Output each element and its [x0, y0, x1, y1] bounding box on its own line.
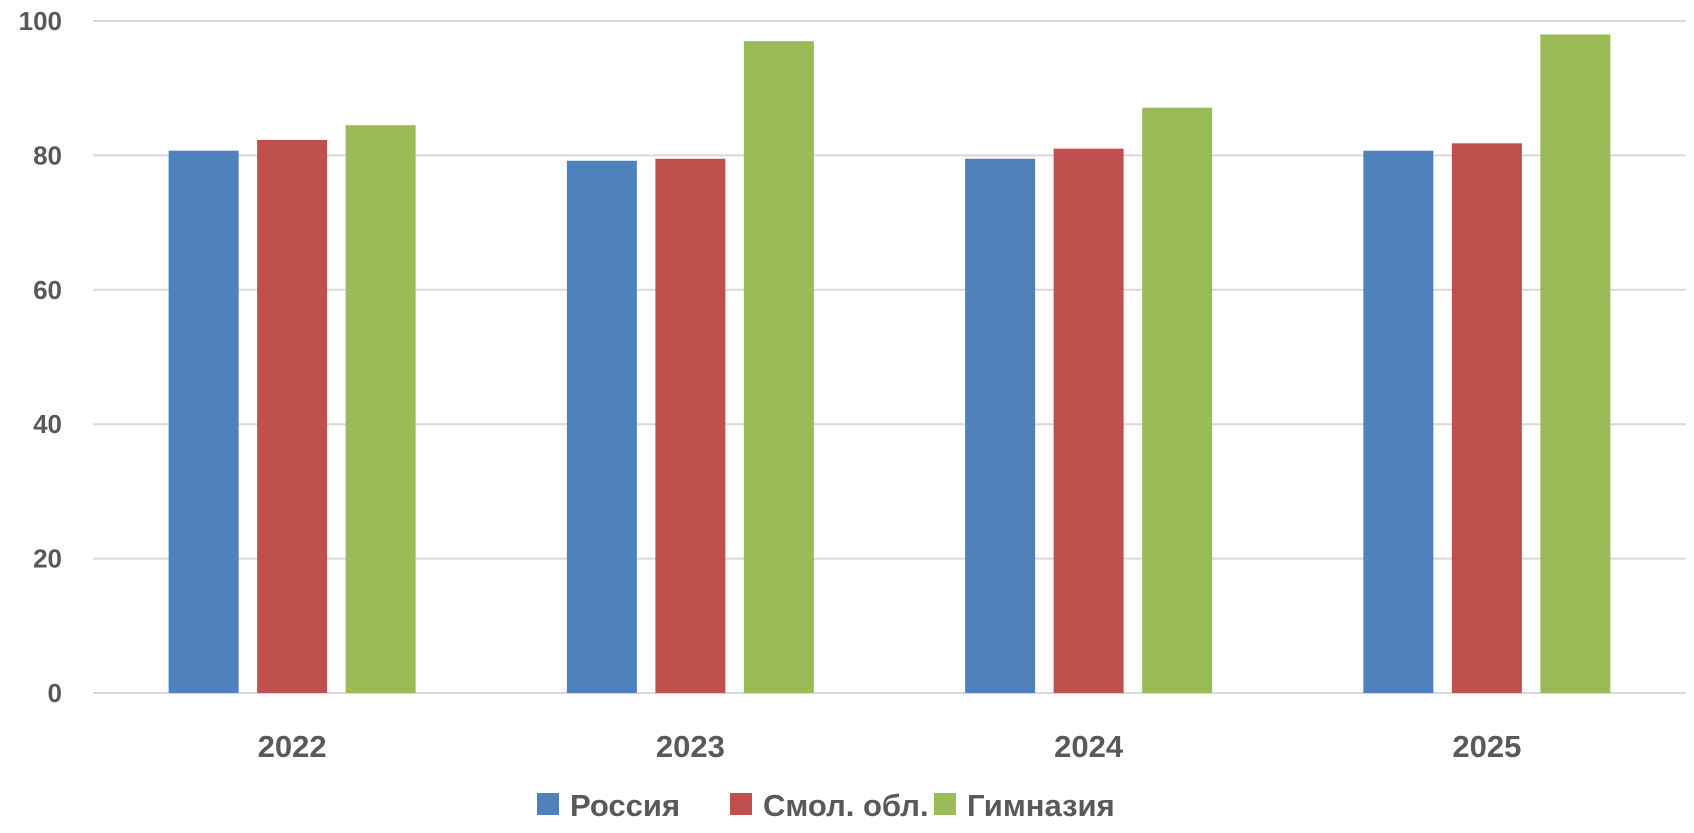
x-tick-label: 2023	[656, 729, 725, 764]
bar-гимназия-2024	[1142, 107, 1213, 694]
y-tick-label: 60	[33, 275, 62, 305]
y-tick-label: 0	[48, 678, 62, 708]
bar-гимназия-2023	[743, 41, 814, 694]
bar-смол-обл--2024	[1053, 148, 1124, 693]
axes: 0 20 40 60 80 100 2022 2023 2024 2025	[19, 6, 1522, 764]
bar-смол-обл--2023	[655, 158, 726, 693]
bar-смол-обл--2022	[257, 139, 328, 694]
legend-swatch	[537, 793, 559, 815]
x-tick-label: 2024	[1054, 729, 1124, 764]
bar-россия-2023	[566, 160, 637, 693]
bar-россия-2022	[168, 150, 239, 694]
y-tick-label: 40	[33, 409, 62, 439]
x-tick-label: 2025	[1452, 729, 1521, 764]
legend-label: Россия	[570, 788, 680, 823]
y-tick-label: 100	[19, 6, 62, 36]
bars	[168, 34, 1611, 694]
y-tick-label: 20	[33, 544, 62, 574]
gridlines	[93, 20, 1686, 694]
x-tick-label: 2022	[258, 729, 327, 764]
legend-label: Смол. обл.	[763, 788, 929, 823]
y-tick-label: 80	[33, 140, 62, 170]
legend-label: Гимназия	[967, 788, 1115, 823]
legend-swatch	[730, 793, 752, 815]
bar-смол-обл--2025	[1451, 143, 1522, 693]
bar-гимназия-2025	[1540, 34, 1611, 693]
bar-гимназия-2022	[345, 125, 416, 693]
legend-swatch	[934, 793, 956, 815]
bar-россия-2025	[1363, 150, 1434, 694]
bar-россия-2024	[965, 158, 1036, 693]
legend: Россия Смол. обл. Гимназия	[537, 788, 1115, 823]
